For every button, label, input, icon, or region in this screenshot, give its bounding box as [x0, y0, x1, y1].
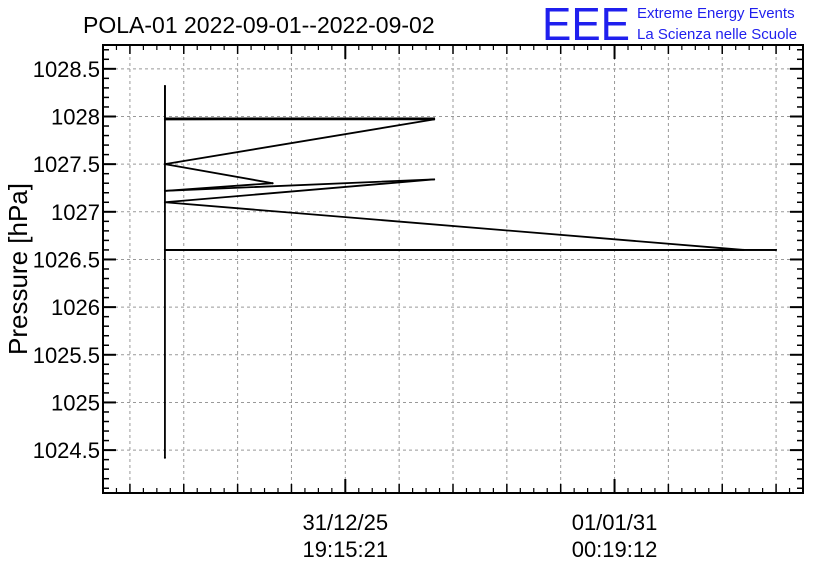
logo-line-2: La Scienza nelle Scuole: [637, 26, 797, 43]
pressure-point: [163, 84, 166, 87]
logo-letters: EEE: [542, 0, 630, 50]
eee-logo: EEE Extreme Energy Events La Scienza nel…: [542, 0, 797, 50]
pressure-line-segment: [164, 178, 436, 204]
pressure-point: [775, 248, 778, 251]
y-tick-label: 1027.5: [33, 152, 100, 177]
pressure-point: [163, 201, 166, 204]
pressure-point: [742, 248, 745, 251]
pressure-point: [163, 189, 166, 192]
logo-line-1: Extreme Energy Events: [637, 5, 795, 22]
y-tick-label: 1024.5: [33, 438, 100, 463]
series-layer: [163, 84, 778, 459]
pressure-point: [433, 118, 436, 121]
y-axis-title: Pressure [hPa]: [3, 183, 33, 355]
chart-title: POLA-01 2022-09-01--2022-09-02: [83, 12, 435, 38]
y-tick-label: 1028: [51, 104, 100, 129]
plot-frame: [102, 44, 804, 494]
pressure-point: [163, 118, 166, 121]
tick-labels: 1024.5 1025 1025.5 1026 1026.5 1027 1027.5 1028…: [33, 57, 658, 562]
pressure-point: [163, 248, 166, 251]
x-tick-date-label: 01/01/31: [572, 510, 658, 535]
y-tick-label: 1025: [51, 390, 100, 415]
pressure-point: [163, 456, 166, 459]
pressure-line-segment: [164, 201, 745, 251]
y-tick-label: 1026: [51, 295, 100, 320]
pressure-line-segment: [164, 163, 274, 185]
pressure-point: [271, 182, 274, 185]
x-tick-time-label: 00:19:12: [572, 537, 658, 562]
pressure-point: [433, 178, 436, 181]
grid-lines: [103, 45, 803, 493]
x-tick-date-label: 31/12/25: [302, 510, 388, 535]
pressure-point: [163, 163, 166, 166]
y-tick-label: 1025.5: [33, 343, 100, 368]
x-tick-time-label: 19:15:21: [302, 537, 388, 562]
pressure-line-segment: [164, 178, 436, 192]
y-tick-label: 1026.5: [33, 247, 100, 272]
pressure-line-segment: [164, 118, 436, 166]
y-tick-label: 1028.5: [33, 57, 100, 82]
y-tick-label: 1027: [51, 200, 100, 225]
